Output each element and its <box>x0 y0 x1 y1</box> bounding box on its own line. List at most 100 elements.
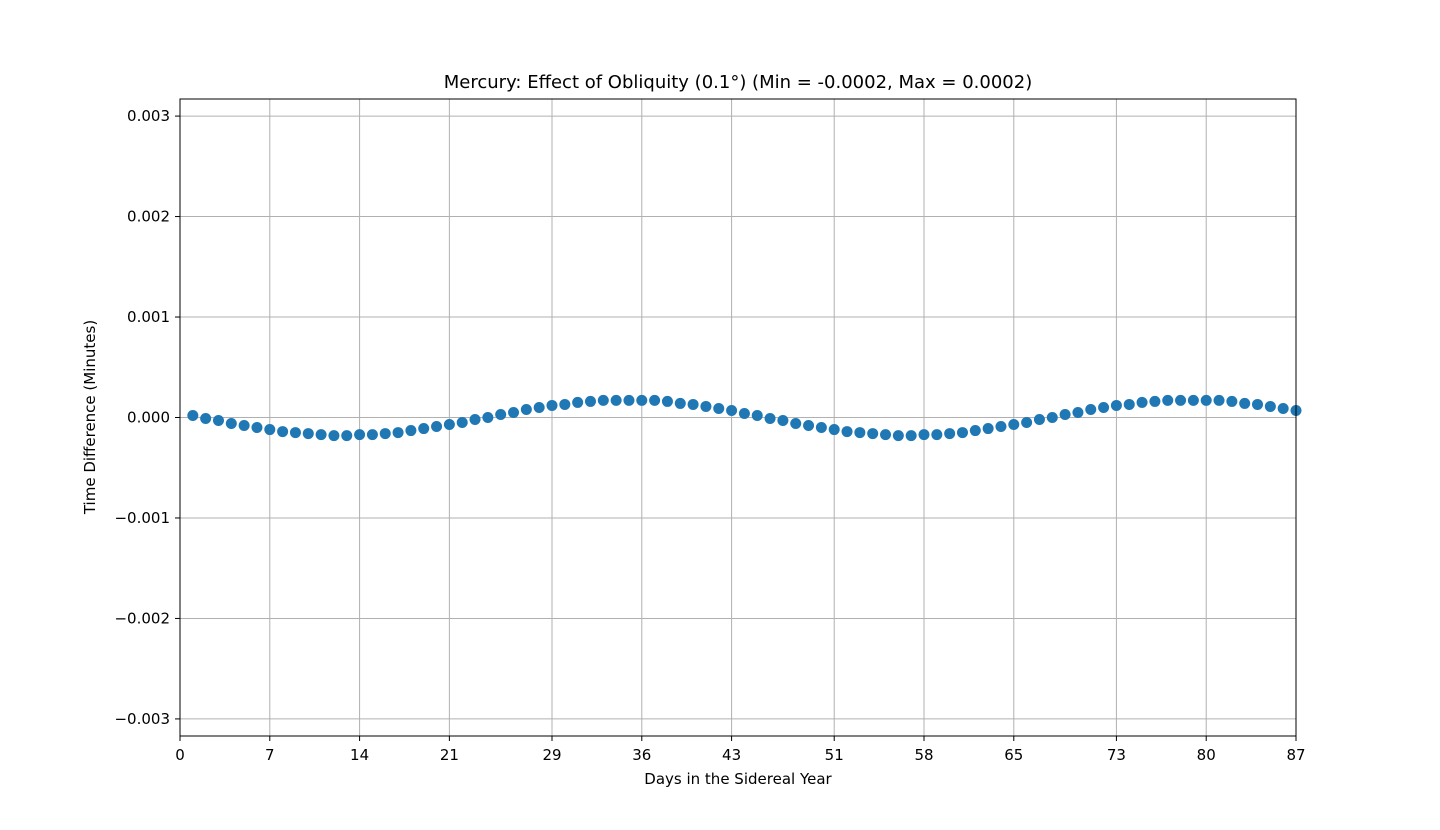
data-point <box>1033 414 1045 426</box>
data-point <box>1123 398 1135 410</box>
data-point <box>854 427 866 439</box>
data-point <box>1200 394 1212 406</box>
data-point <box>649 394 661 406</box>
data-point <box>700 400 712 412</box>
data-point <box>803 420 815 432</box>
data-point <box>456 417 468 429</box>
data-point <box>1110 399 1122 411</box>
data-point <box>982 423 994 435</box>
data-point <box>418 423 430 435</box>
data-point <box>328 430 340 442</box>
data-point <box>726 404 738 416</box>
x-tick-label: 7 <box>265 746 275 764</box>
data-point <box>751 409 763 421</box>
data-point <box>366 429 378 441</box>
y-tick-label: −0.002 <box>114 609 170 627</box>
data-point <box>520 403 532 415</box>
data-point <box>405 425 417 437</box>
data-point <box>1098 401 1110 413</box>
data-point <box>533 401 545 413</box>
data-point <box>1136 396 1148 408</box>
y-tick-label: 0.002 <box>127 208 170 226</box>
data-point <box>264 424 276 436</box>
data-point <box>315 429 327 441</box>
data-point <box>302 428 314 440</box>
x-tick-label: 51 <box>825 746 844 764</box>
data-point <box>674 397 686 409</box>
data-point <box>636 394 648 406</box>
data-point <box>1187 394 1199 406</box>
data-point <box>1239 397 1251 409</box>
y-tick-label: 0.001 <box>127 308 170 326</box>
data-points <box>187 394 1302 442</box>
data-point <box>341 430 353 442</box>
x-tick-label: 29 <box>542 746 561 764</box>
data-point <box>469 414 481 426</box>
y-tick-label: 0.000 <box>127 409 170 427</box>
data-point <box>1264 400 1276 412</box>
data-point <box>443 419 455 431</box>
data-point <box>546 399 558 411</box>
data-point <box>251 422 263 434</box>
grid-layer <box>179 99 1297 736</box>
data-point <box>815 422 827 434</box>
data-point <box>931 429 943 441</box>
data-point <box>187 409 199 421</box>
data-point <box>995 421 1007 433</box>
x-tick-label: 73 <box>1107 746 1126 764</box>
data-point <box>495 408 507 420</box>
data-point <box>1072 406 1084 418</box>
data-point <box>559 398 571 410</box>
data-point <box>944 428 956 440</box>
data-point <box>918 429 930 441</box>
data-point <box>892 430 904 442</box>
x-axis-label: Days in the Sidereal Year <box>644 770 832 788</box>
y-tick-label: −0.003 <box>114 710 170 728</box>
data-point <box>1213 394 1225 406</box>
x-tick-label: 36 <box>632 746 651 764</box>
data-point <box>1149 395 1161 407</box>
data-point <box>584 395 596 407</box>
data-point <box>1277 402 1289 414</box>
data-point <box>508 406 520 418</box>
x-tick-label: 80 <box>1197 746 1216 764</box>
data-point <box>238 420 250 432</box>
data-point <box>905 430 917 442</box>
data-point <box>1175 394 1187 406</box>
data-point <box>1059 408 1071 420</box>
data-point <box>225 418 237 430</box>
y-axis-label: Time Difference (Minutes) <box>81 320 99 515</box>
y-tick-label: −0.001 <box>114 509 170 527</box>
data-point <box>661 395 673 407</box>
data-point <box>841 426 853 438</box>
tick-layer: 0 7 14 21 29 36 43 51 58 65 73 80 87 −0.003 −0.002 −0.0… <box>114 107 1305 764</box>
data-point <box>738 407 750 419</box>
x-tick-label: 21 <box>440 746 459 764</box>
chart-title: Mercury: Effect of Obliquity (0.1°) (Min… <box>444 72 1032 93</box>
data-point <box>200 413 212 425</box>
data-point <box>1021 417 1033 429</box>
data-point <box>764 413 776 425</box>
data-point <box>289 427 301 439</box>
data-point <box>687 398 699 410</box>
data-point <box>969 425 981 437</box>
data-point <box>482 412 494 423</box>
data-point <box>610 394 622 406</box>
data-point <box>623 394 635 406</box>
data-point <box>212 415 224 427</box>
x-tick-label: 58 <box>914 746 933 764</box>
data-point <box>597 394 609 406</box>
data-point <box>1008 419 1020 431</box>
x-tick-label: 0 <box>175 746 185 764</box>
data-point <box>1226 395 1238 407</box>
x-tick-label: 65 <box>1004 746 1023 764</box>
data-point <box>572 396 584 408</box>
data-point <box>392 427 404 439</box>
data-point <box>867 428 879 440</box>
data-point <box>956 427 968 439</box>
data-point <box>1046 412 1058 423</box>
data-point <box>828 424 840 436</box>
x-tick-label: 87 <box>1286 746 1305 764</box>
